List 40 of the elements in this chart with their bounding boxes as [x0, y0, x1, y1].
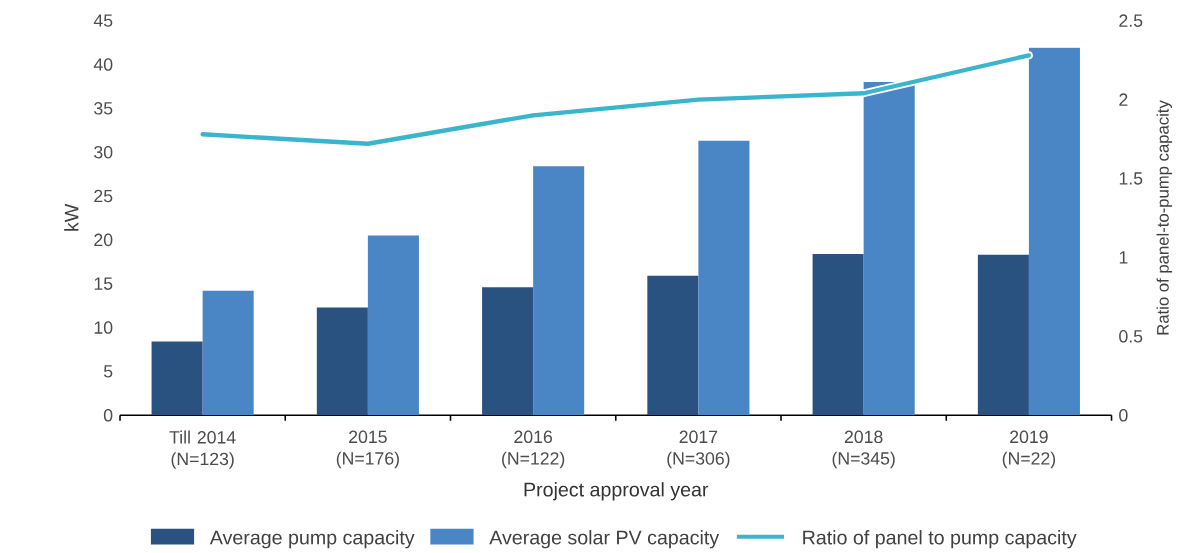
y2-tick-label: 2 [1119, 93, 1128, 106]
y2-axis-title: Ratio of panel-to-pump capacity [1156, 100, 1173, 335]
x-tick-label: 2019 (N=22) [1002, 430, 1056, 469]
legend-label: Ratio of panel to pump capacity [803, 530, 1077, 549]
y2-tick-label: 1.5 [1119, 172, 1143, 185]
y-tick-label: 30 [94, 146, 113, 159]
y2-tick-label: 1 [1119, 251, 1128, 264]
y-tick-label: 10 [94, 321, 113, 334]
y2-tick-label: 0.5 [1119, 330, 1143, 343]
y-tick-label: 5 [103, 365, 113, 378]
bar [812, 254, 864, 416]
x-tick-label: 2017 (N=306) [667, 430, 730, 469]
y-tick-label: 40 [93, 58, 113, 71]
bar [533, 166, 585, 416]
legend-label: Average pump capacity [209, 530, 415, 549]
bar [863, 82, 915, 416]
bar [698, 140, 750, 416]
bar [367, 235, 419, 416]
y2-tick-label: 0 [1119, 409, 1128, 422]
y-tick-label: 15 [94, 277, 113, 291]
x-tick-label: 2015 (N=176) [336, 430, 399, 469]
bar [482, 287, 534, 416]
y2-tick-label: 2.5 [1119, 14, 1143, 28]
bar [151, 341, 203, 416]
legend-label: Average solar PV capacity [489, 530, 720, 549]
y-tick-label: 0 [103, 409, 113, 422]
bar [647, 275, 699, 416]
y-tick-label: 45 [93, 14, 113, 27]
y-tick-label: 35 [94, 102, 113, 115]
x-tick-label: Till 2014 (N=123) [169, 430, 236, 469]
x-tick-label: 2016 (N=122) [502, 430, 565, 469]
x-axis-title: Project approval year [524, 482, 709, 501]
bar [316, 307, 368, 416]
bar [1028, 47, 1080, 416]
y-tick-label: 25 [94, 189, 113, 203]
x-tick-label: 2018 (N=345) [832, 430, 895, 469]
y-tick-label: 20 [94, 233, 113, 247]
bar [977, 254, 1029, 416]
y-axis-title: kW [64, 203, 79, 231]
bar [202, 290, 254, 416]
